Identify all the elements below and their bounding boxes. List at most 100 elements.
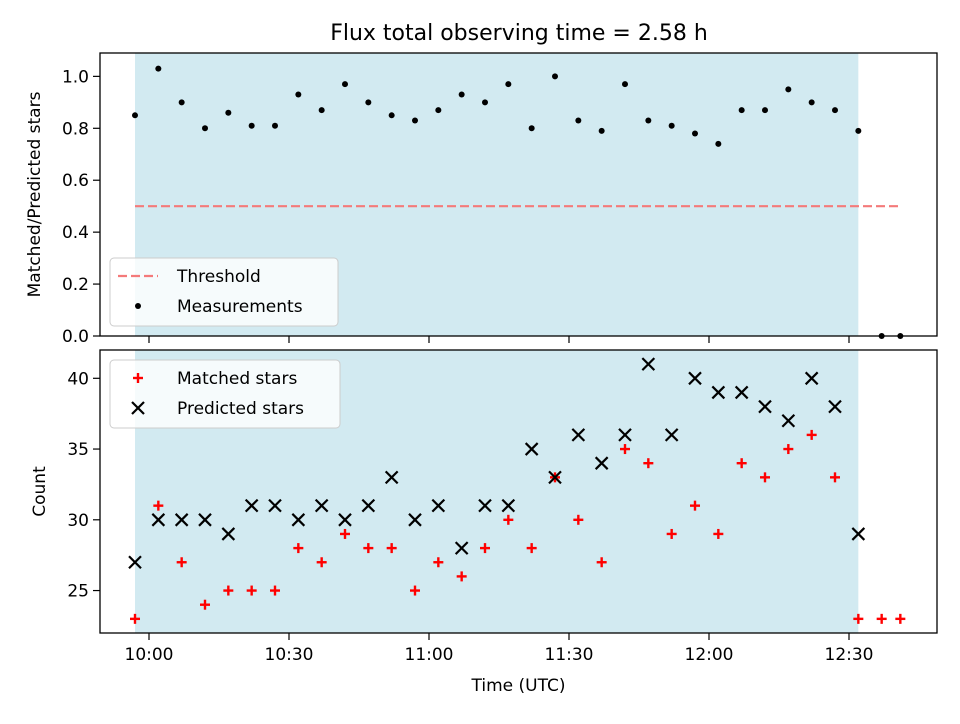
matched-stars-point [596, 557, 607, 568]
measurement-point [505, 81, 512, 88]
measurement-point [715, 140, 722, 147]
matched-stars-point [690, 500, 700, 511]
matched-stars-point [270, 585, 280, 596]
measurement-point [575, 117, 582, 124]
y-tick-label: 1.0 [62, 67, 89, 87]
measurement-point [388, 112, 395, 119]
matched-stars-point [620, 444, 630, 455]
matched-stars-point [666, 528, 677, 539]
matched-stars-point [713, 528, 724, 539]
matched-stars-point [503, 514, 514, 525]
chart-title: Flux total observing time = 2.58 h [330, 21, 708, 46]
matched-stars-point [830, 472, 840, 483]
predicted-stars-point [128, 555, 142, 570]
matched-stars-point [480, 543, 490, 554]
matched-stars-point [176, 557, 187, 568]
measurement-point [272, 122, 278, 129]
matched-stars-point [456, 571, 467, 582]
measurement-point [692, 130, 698, 137]
matched-stars-point [433, 557, 444, 568]
predicted-stars-point [151, 513, 166, 527]
measurement-point [808, 99, 815, 106]
legend-box [109, 359, 341, 429]
measurement-point [622, 81, 628, 88]
measurement-point [598, 127, 605, 134]
matched-stars-point [783, 444, 794, 455]
predicted-stars-point [384, 470, 399, 485]
x-tick-label: 12:00 [685, 645, 734, 665]
matched-stars-point [760, 472, 770, 483]
measurement-point [248, 122, 255, 129]
legend-label: Matched stars [177, 369, 297, 389]
y-tick-label: 30 [67, 511, 89, 531]
matched-stars-point [853, 613, 864, 624]
x-tick-label: 11:00 [405, 645, 454, 665]
measurement-point [412, 117, 418, 124]
predicted-stars-point [314, 498, 329, 513]
matched-stars-point [340, 528, 350, 539]
predicted-stars-point [338, 513, 352, 527]
matched-stars-point [386, 543, 397, 554]
x-tick-label: 12:30 [825, 645, 874, 665]
y-tick-label: 0.4 [62, 223, 89, 243]
measurement-point [645, 117, 652, 124]
matched-stars-point [643, 458, 654, 469]
y-tick-label: 0.6 [62, 171, 89, 191]
predicted-stars-point [268, 498, 282, 513]
matched-stars-point [246, 585, 257, 596]
measurement-point [458, 91, 465, 98]
predicted-stars-point [408, 513, 422, 527]
legend-matched-swatch [133, 373, 143, 383]
x-tick-label: 11:30 [545, 645, 594, 665]
measurement-point [435, 107, 442, 114]
matched-stars-point [806, 429, 817, 440]
x-tick-label: 10:30 [265, 645, 314, 665]
legend: Threshold Measurements [109, 257, 339, 327]
measurement-point [738, 107, 745, 114]
y-axis-label: Matched/Predicted stars [25, 91, 45, 297]
measurement-point [132, 112, 138, 119]
predicted-stars-point [641, 357, 656, 371]
predicted-stars-point [361, 498, 376, 513]
measurement-point [178, 99, 185, 106]
measurement-point [318, 107, 325, 114]
measurement-point [202, 125, 208, 132]
predicted-stars-point [828, 399, 842, 414]
legend-label: Threshold [176, 267, 261, 287]
matched-stars-point [736, 458, 747, 469]
matched-stars-point [130, 613, 140, 624]
legend-measurements-swatch [135, 303, 141, 309]
measurement-point [365, 99, 372, 106]
predicted-stars-point [711, 385, 726, 400]
measurement-point [295, 91, 302, 98]
predicted-stars-point [524, 442, 539, 456]
measurement-point [832, 107, 838, 114]
legend-label: Predicted stars [177, 399, 304, 419]
legend-predicted-swatch [131, 401, 145, 415]
legend-label: Measurements [177, 297, 303, 317]
matched-stars-point [200, 599, 210, 610]
axes-frame [99, 349, 938, 634]
measurement-point [855, 127, 862, 134]
y-tick-label: 0.2 [62, 275, 89, 295]
predicted-stars-point [244, 498, 259, 513]
predicted-stars-point [174, 513, 189, 527]
matched-stars-point [573, 514, 584, 525]
predicted-stars-point [571, 428, 586, 442]
y-tick-label: 40 [67, 369, 89, 389]
measurement-point [342, 81, 348, 88]
predicted-stars-point [688, 371, 702, 386]
predicted-stars-point [664, 428, 679, 442]
legend: Matched stars Predicted stars [109, 359, 341, 429]
top-panel: 0.0 0.2 0.4 0.6 0.8 1.0 Matched/Predicted star… [25, 52, 938, 347]
measurement-point [762, 107, 768, 114]
measurement-point [528, 125, 535, 132]
y-tick-label: 25 [67, 582, 89, 602]
measurement-point [552, 73, 558, 80]
bottom-panel: 25 30 35 40 10:00 10:30 11:00 11:30 12:00 12:30 Co… [30, 349, 938, 696]
predicted-stars-point [501, 498, 516, 513]
predicted-stars-point [758, 399, 772, 414]
matched-stars-point [410, 585, 420, 596]
matched-stars-point [153, 500, 164, 511]
